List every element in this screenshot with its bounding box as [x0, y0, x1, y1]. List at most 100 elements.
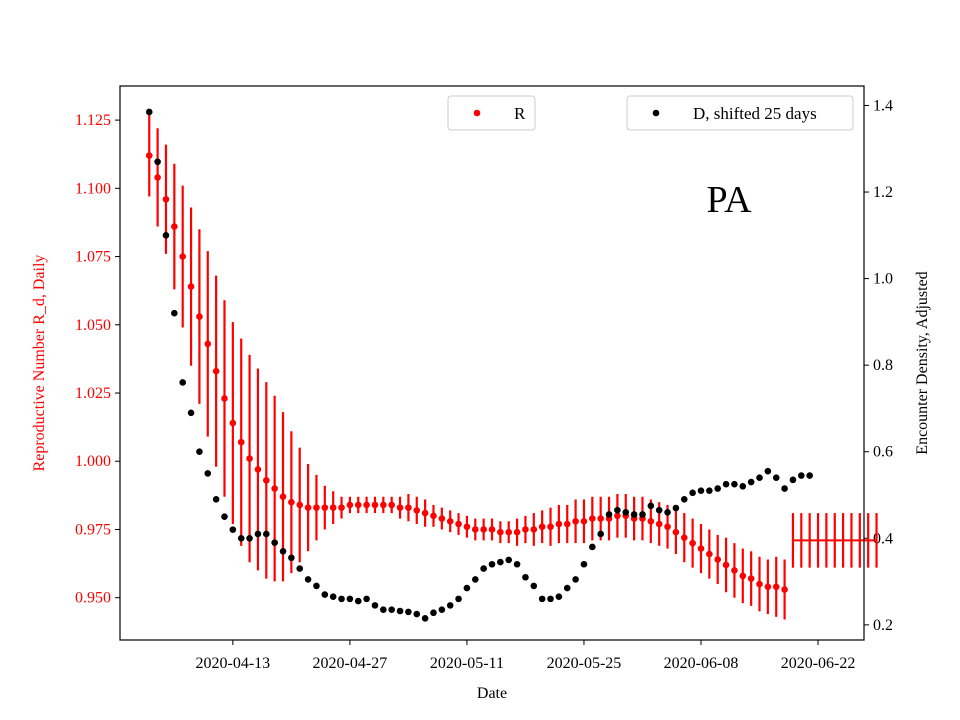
- x-axis-title: Date: [477, 685, 507, 702]
- r-point: [171, 223, 178, 230]
- d-point: [622, 509, 629, 516]
- r-point: [489, 526, 496, 533]
- r-point: [572, 518, 579, 525]
- r-point: [539, 523, 546, 530]
- d-point: [522, 574, 529, 581]
- left-tick-label: 0.950: [75, 590, 111, 607]
- d-point: [179, 379, 186, 386]
- d-point: [154, 158, 161, 165]
- r-point: [681, 534, 688, 541]
- right-tick-label: 0.8: [873, 357, 893, 374]
- r-point: [689, 540, 696, 547]
- r-point: [413, 507, 420, 514]
- d-point: [681, 496, 688, 503]
- r-point: [781, 586, 788, 593]
- r-point: [163, 196, 170, 203]
- r-point: [405, 504, 412, 511]
- r-point: [648, 518, 655, 525]
- r-point: [505, 529, 512, 536]
- d-point: [597, 531, 604, 538]
- d-point: [514, 561, 521, 568]
- r-point: [154, 174, 161, 181]
- r-point: [246, 455, 253, 462]
- r-point: [530, 526, 537, 533]
- d-point: [221, 513, 228, 520]
- r-point: [673, 529, 680, 536]
- r-point: [422, 510, 429, 517]
- r-point: [230, 420, 237, 427]
- r-point: [213, 368, 220, 375]
- d-point: [255, 531, 262, 538]
- d-point: [439, 606, 446, 613]
- r-point: [372, 502, 379, 509]
- d-point: [572, 576, 579, 583]
- right-tick-label: 1.2: [873, 184, 893, 201]
- d-point: [171, 310, 178, 317]
- r-point: [547, 523, 554, 530]
- r-point: [322, 504, 329, 511]
- d-point: [706, 487, 713, 494]
- left-tick-label: 1.000: [75, 453, 111, 470]
- r-point: [188, 283, 195, 290]
- legend-r-marker: [474, 110, 481, 117]
- r-point: [430, 513, 437, 520]
- d-point: [422, 615, 429, 622]
- d-point: [505, 557, 512, 564]
- r-point: [698, 545, 705, 552]
- d-point: [380, 606, 387, 613]
- d-point: [447, 602, 454, 609]
- d-point: [455, 596, 462, 603]
- legend-d-marker: [653, 110, 660, 117]
- r-point: [221, 395, 228, 402]
- r-point: [765, 583, 772, 590]
- d-point: [723, 481, 730, 488]
- r-point: [146, 152, 153, 159]
- d-point: [556, 593, 563, 600]
- d-point: [204, 470, 211, 477]
- d-point: [539, 596, 546, 603]
- d-point: [564, 585, 571, 592]
- right-tick-label: 1.4: [873, 97, 893, 114]
- d-point: [756, 474, 763, 481]
- left-tick-label: 1.125: [75, 112, 111, 129]
- d-point: [530, 583, 537, 590]
- r-point: [748, 575, 755, 582]
- d-point: [363, 596, 370, 603]
- d-point: [397, 608, 404, 615]
- r-point: [330, 504, 337, 511]
- d-point: [355, 598, 362, 605]
- d-point: [589, 544, 596, 551]
- d-point: [714, 485, 721, 492]
- d-point: [748, 479, 755, 486]
- d-point: [773, 474, 780, 481]
- left-axis-title: Reproductive Number R_d, Daily: [31, 255, 48, 472]
- r-point: [338, 504, 345, 511]
- d-point: [656, 507, 663, 514]
- d-point: [296, 565, 303, 572]
- r-point: [664, 523, 671, 530]
- left-tick-label: 0.975: [75, 521, 111, 538]
- left-tick-label: 1.100: [75, 180, 111, 197]
- r-point: [179, 253, 186, 260]
- r-point: [597, 515, 604, 522]
- legend-r: R: [448, 96, 535, 130]
- d-point: [188, 409, 195, 416]
- r-point: [439, 515, 446, 522]
- d-point: [230, 526, 237, 533]
- d-point: [338, 596, 345, 603]
- r-point: [271, 485, 278, 492]
- legend-d: D, shifted 25 days: [627, 96, 853, 130]
- left-tick-label: 1.075: [75, 249, 111, 266]
- r-point: [581, 518, 588, 525]
- r-point: [397, 504, 404, 511]
- d-point: [388, 606, 395, 613]
- right-axis-title: Encounter Density, Adjusted: [914, 271, 931, 454]
- d-point: [806, 472, 813, 479]
- right-tick-label: 1.0: [873, 271, 893, 288]
- d-point: [280, 548, 287, 555]
- left-tick-label: 1.050: [75, 317, 111, 334]
- d-point: [689, 490, 696, 497]
- r-point: [497, 529, 504, 536]
- d-point: [673, 505, 680, 512]
- r-point: [514, 529, 521, 536]
